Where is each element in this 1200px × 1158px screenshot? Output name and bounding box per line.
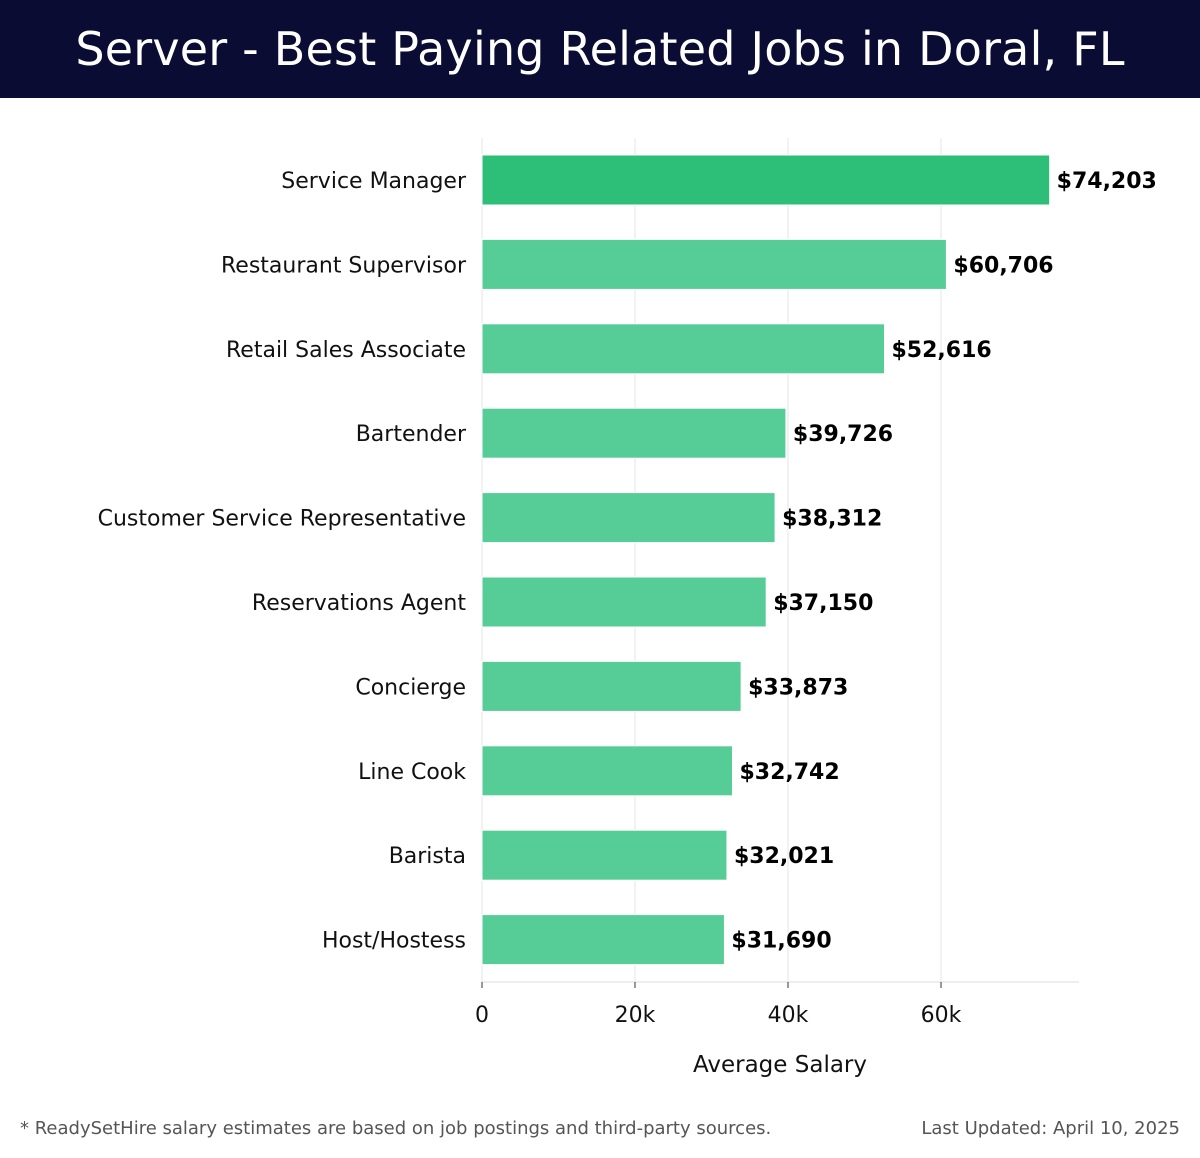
bar-retail-sales-associate <box>481 323 886 375</box>
salary-bar-chart: Service Manager Restaurant Supervisor Reta… <box>98 138 1157 1078</box>
x-tick-label: 60k <box>921 1003 962 1028</box>
value-label: $52,616 <box>892 338 992 363</box>
bar-concierge <box>481 660 742 712</box>
value-label: $33,873 <box>748 675 848 700</box>
footer-note: * ReadySetHire salary estimates are base… <box>20 1118 772 1139</box>
bar-reservations-agent <box>481 576 767 628</box>
category-label: Barista <box>389 844 466 869</box>
category-label: Reservations Agent <box>252 591 466 616</box>
value-label: $74,203 <box>1057 169 1157 194</box>
value-labels: $74,203 $60,706 $52,616 $39,726 $38,312 $37,1… <box>731 169 1156 954</box>
category-labels: Service Manager Restaurant Supervisor Reta… <box>98 169 467 954</box>
category-label: Line Cook <box>358 760 466 785</box>
bars <box>481 154 1051 966</box>
chart-header: Server - Best Paying Related Jobs in Dor… <box>0 0 1200 98</box>
category-label: Service Manager <box>281 169 467 194</box>
category-label: Concierge <box>355 675 466 700</box>
x-axis: 0 20k 40k 60k <box>475 981 1079 1028</box>
x-tick-label: 0 <box>475 1003 489 1028</box>
value-label: $32,742 <box>739 760 839 785</box>
bar-bartender <box>481 407 787 459</box>
bar-restaurant-supervisor <box>481 238 947 290</box>
chart-title: Server - Best Paying Related Jobs in Dor… <box>75 22 1125 76</box>
bar-barista <box>481 829 728 881</box>
x-axis-label: Average Salary <box>693 1052 867 1078</box>
bar-host-hostess <box>481 914 725 966</box>
value-label: $39,726 <box>793 422 893 447</box>
category-label: Customer Service Representative <box>98 507 466 532</box>
category-label: Host/Hostess <box>322 929 466 954</box>
category-label: Bartender <box>356 422 467 447</box>
value-label: $38,312 <box>782 507 882 532</box>
bar-service-manager <box>481 154 1051 206</box>
category-label: Retail Sales Associate <box>226 338 466 363</box>
last-updated: Last Updated: April 10, 2025 <box>921 1118 1180 1139</box>
value-label: $60,706 <box>953 253 1053 278</box>
value-label: $31,690 <box>731 929 831 954</box>
value-label: $32,021 <box>734 844 834 869</box>
category-label: Restaurant Supervisor <box>221 253 467 278</box>
x-tick-label: 40k <box>768 1003 809 1028</box>
bar-line-cook <box>481 745 733 797</box>
bar-customer-service-representative <box>481 492 776 544</box>
x-tick-label: 20k <box>615 1003 656 1028</box>
value-label: $37,150 <box>773 591 873 616</box>
